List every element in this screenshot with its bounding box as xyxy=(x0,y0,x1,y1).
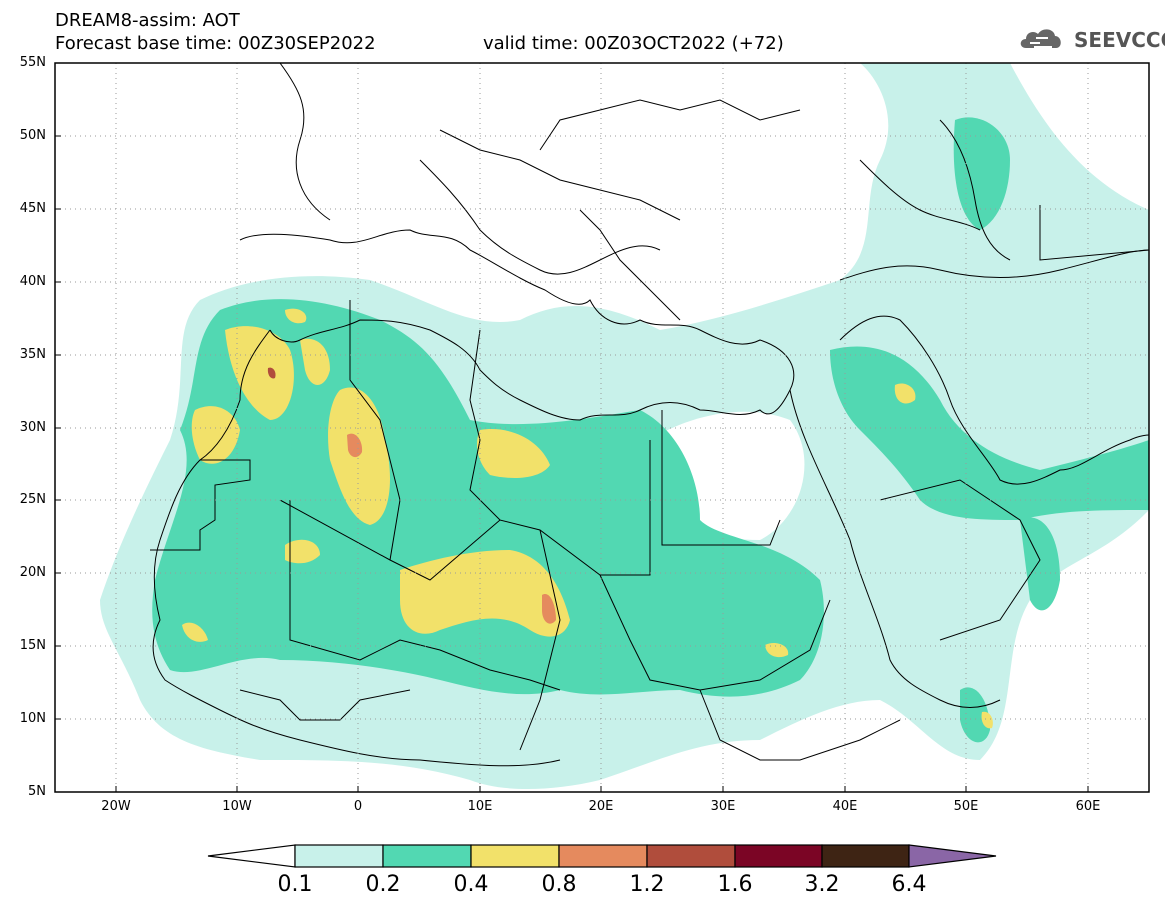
lon-label: 50E xyxy=(953,799,979,814)
colorbar-label: 0.4 xyxy=(453,872,489,897)
valid-time: valid time: 00Z03OCT2022 (+72) xyxy=(483,33,784,54)
lat-label: 35N xyxy=(19,347,46,362)
aot-contour-0.2 xyxy=(152,299,824,697)
lat-label: 45N xyxy=(19,201,46,216)
colorbar-label: 0.2 xyxy=(365,872,401,897)
forecast-base-time: Forecast base time: 00Z30SEP2022 xyxy=(55,33,376,54)
cloud-icon xyxy=(1020,29,1061,48)
colorbar-label: 0.1 xyxy=(277,872,313,897)
lon-label: 20E xyxy=(588,799,614,814)
lat-label: 50N xyxy=(19,128,46,143)
lon-label: 60E xyxy=(1075,799,1101,814)
colorbar-label: 0.8 xyxy=(541,872,577,897)
lat-label: 25N xyxy=(19,492,46,507)
lat-label: 15N xyxy=(19,638,46,653)
aot-contour-0.8 xyxy=(347,433,363,458)
logo-text: SEEVCCC xyxy=(1074,28,1165,52)
lat-label: 5N xyxy=(28,784,46,799)
aot-contour-0.4 xyxy=(225,326,294,420)
lat-label: 40N xyxy=(19,274,46,289)
lat-label: 55N xyxy=(19,55,46,70)
colorbar-label: 1.6 xyxy=(717,872,753,897)
colorbar-label: 1.2 xyxy=(629,872,665,897)
lon-label: 10W xyxy=(222,799,252,814)
lon-label: 20W xyxy=(101,799,131,814)
lon-label: 0 xyxy=(353,799,363,814)
lat-label: 30N xyxy=(19,420,46,435)
lon-label: 10E xyxy=(467,799,493,814)
lat-label: 20N xyxy=(19,565,46,580)
lat-label: 10N xyxy=(19,711,46,726)
map-title: DREAM8-assim: AOT xyxy=(55,10,240,31)
lon-label: 40E xyxy=(832,799,858,814)
lon-label: 30E xyxy=(710,799,736,814)
colorbar-label: 6.4 xyxy=(891,872,927,897)
colorbar-label: 3.2 xyxy=(804,872,840,897)
